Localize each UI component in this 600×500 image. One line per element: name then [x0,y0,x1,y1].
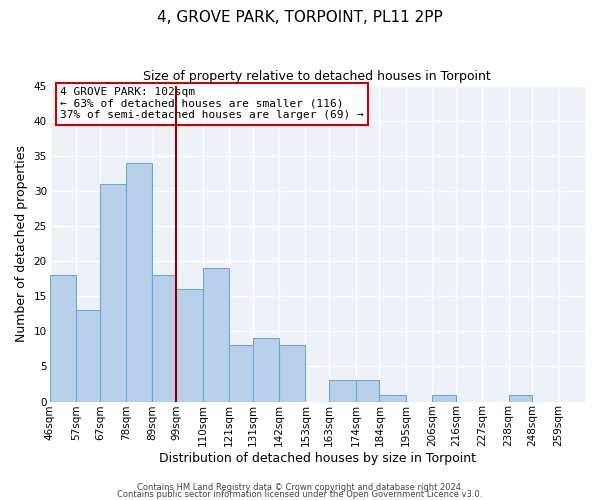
Bar [100,184,126,402]
Bar [509,394,532,402]
Y-axis label: Number of detached properties: Number of detached properties [15,145,28,342]
Text: Contains public sector information licensed under the Open Government Licence v3: Contains public sector information licen… [118,490,482,499]
Text: 4, GROVE PARK, TORPOINT, PL11 2PP: 4, GROVE PARK, TORPOINT, PL11 2PP [157,10,443,25]
Bar [329,380,356,402]
Bar [203,268,229,402]
Bar [253,338,279,402]
Text: Contains HM Land Registry data © Crown copyright and database right 2024.: Contains HM Land Registry data © Crown c… [137,484,463,492]
Bar [126,163,152,402]
Bar [50,275,76,402]
Title: Size of property relative to detached houses in Torpoint: Size of property relative to detached ho… [143,70,491,83]
Text: 4 GROVE PARK: 102sqm
← 63% of detached houses are smaller (116)
37% of semi-deta: 4 GROVE PARK: 102sqm ← 63% of detached h… [60,87,364,120]
Bar [76,310,100,402]
X-axis label: Distribution of detached houses by size in Torpoint: Distribution of detached houses by size … [159,452,476,465]
Bar [279,346,305,402]
Bar [432,394,456,402]
Bar [176,289,203,402]
Bar [379,394,406,402]
Bar [229,346,253,402]
Bar [356,380,379,402]
Bar [152,275,176,402]
